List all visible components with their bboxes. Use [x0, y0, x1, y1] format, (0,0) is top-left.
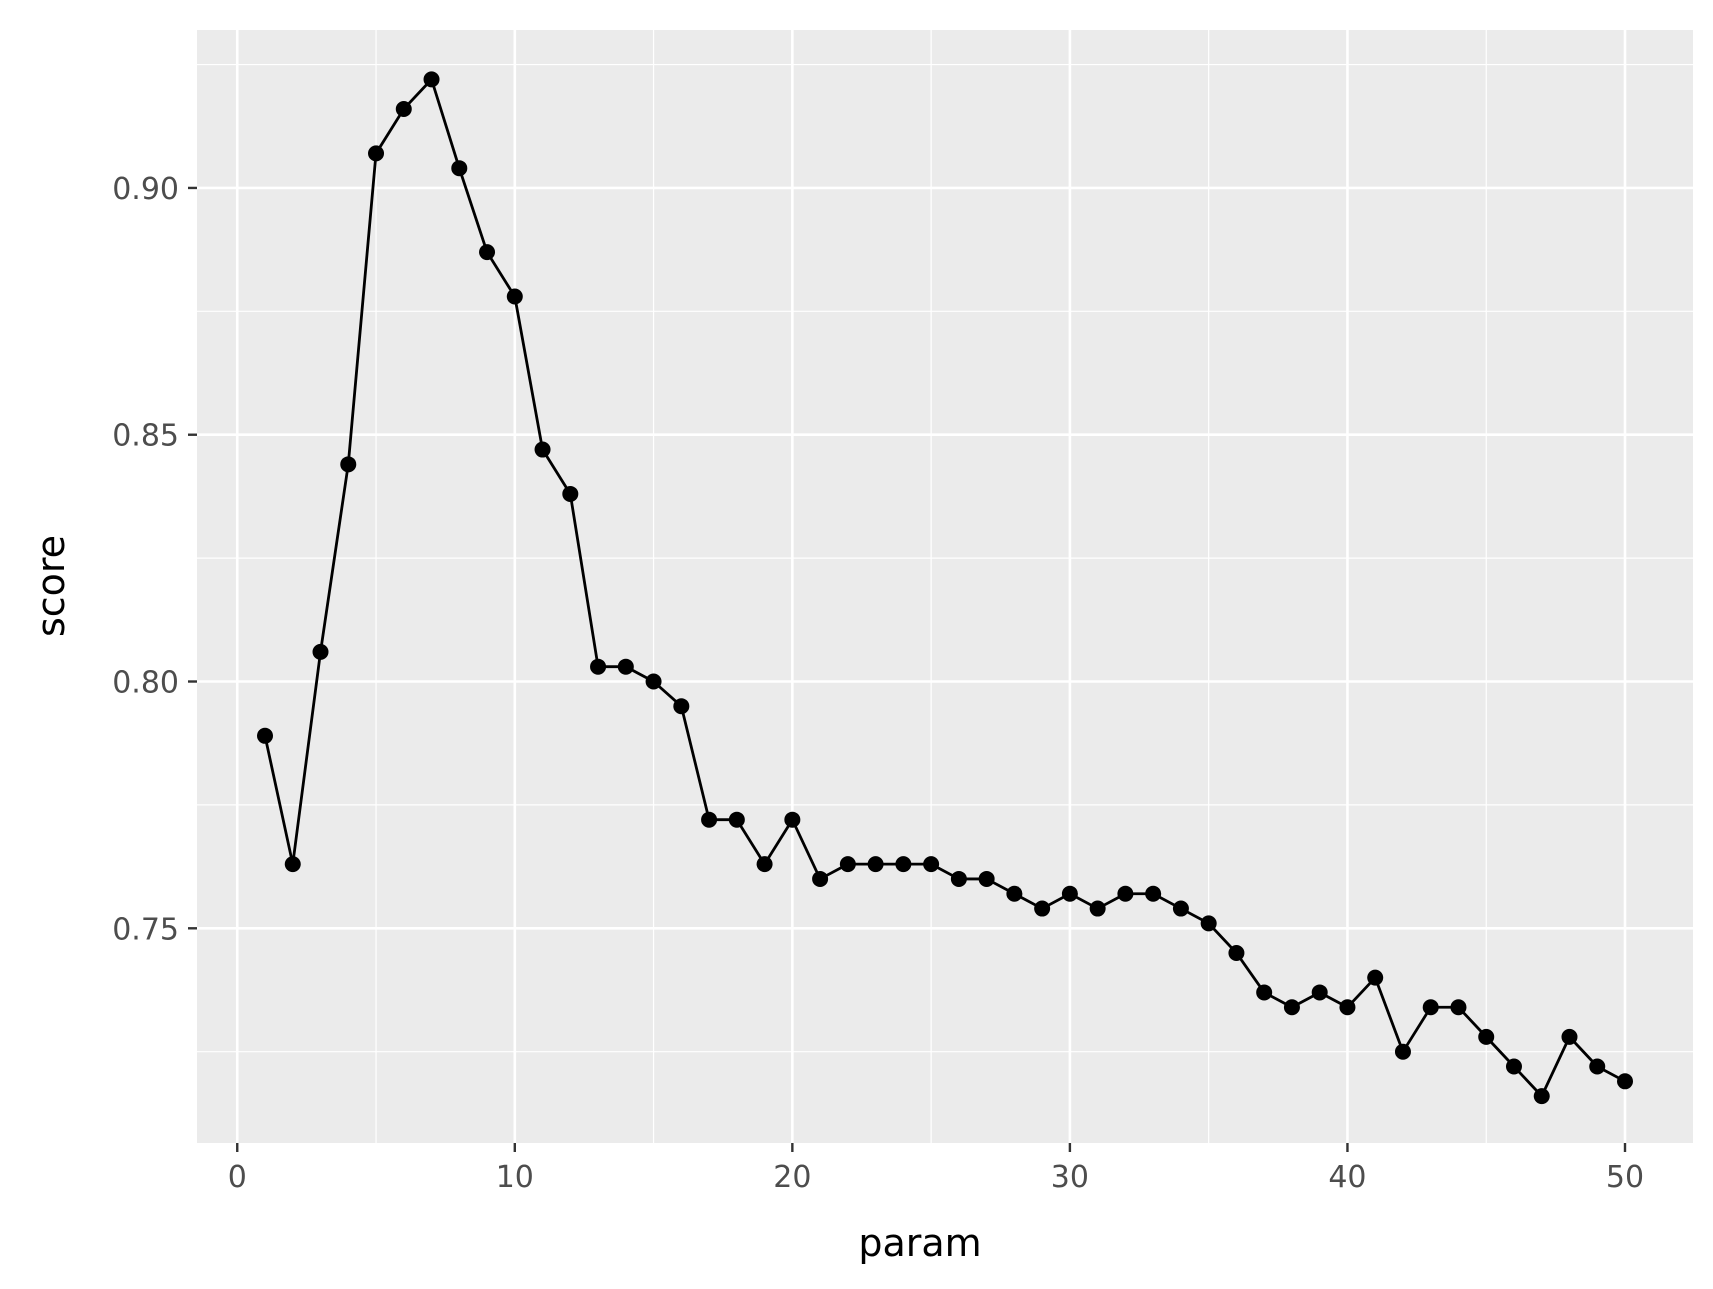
- data-point: [1200, 915, 1217, 932]
- y-axis-tick-labels: 0.75 0.80 0.85 0.90: [112, 172, 179, 947]
- data-point: [812, 870, 829, 887]
- data-point: [1367, 969, 1384, 986]
- data-point: [451, 160, 468, 177]
- data-point: [506, 288, 523, 305]
- data-point: [1422, 999, 1439, 1016]
- data-point: [701, 811, 718, 828]
- x-tick-label: 50: [1606, 1160, 1644, 1195]
- data-point: [534, 441, 551, 458]
- data-point: [479, 244, 496, 261]
- data-point: [1145, 885, 1162, 902]
- major-gridlines: [197, 30, 1693, 1143]
- data-point: [1589, 1058, 1606, 1075]
- data-point: [590, 658, 607, 675]
- data-point: [839, 856, 856, 873]
- data-point: [1061, 885, 1078, 902]
- x-tick-label: 0: [228, 1160, 247, 1195]
- axis-ticks: [188, 186, 1627, 1152]
- data-point: [368, 145, 385, 162]
- data-point: [1311, 984, 1328, 1001]
- x-axis-title: param: [858, 1221, 981, 1265]
- minor-gridlines: [197, 30, 1693, 1143]
- data-point: [1478, 1028, 1495, 1045]
- data-point: [1006, 885, 1023, 902]
- data-point: [1505, 1058, 1522, 1075]
- data-series: [257, 71, 1633, 1105]
- data-point: [1089, 900, 1106, 917]
- y-tick-label: 0.85: [112, 419, 179, 454]
- x-axis-tick-labels: 0 10 20 30 40 50: [228, 1160, 1644, 1195]
- y-axis-title: score: [29, 535, 73, 637]
- data-point: [673, 698, 690, 715]
- data-point: [756, 856, 773, 873]
- data-point: [1394, 1043, 1411, 1060]
- data-point: [1450, 999, 1467, 1016]
- data-point: [895, 856, 912, 873]
- data-point: [867, 856, 884, 873]
- y-tick-label: 0.75: [112, 912, 179, 947]
- data-point: [1339, 999, 1356, 1016]
- data-point: [395, 100, 412, 117]
- data-point: [423, 71, 440, 88]
- data-point: [1533, 1088, 1550, 1105]
- data-point: [784, 811, 801, 828]
- data-point: [1172, 900, 1189, 917]
- data-point: [1117, 885, 1134, 902]
- data-point: [645, 673, 662, 690]
- data-point: [312, 643, 329, 660]
- series-line: [263, 77, 1626, 1098]
- data-point: [617, 658, 634, 675]
- data-point: [923, 856, 940, 873]
- x-tick-label: 40: [1328, 1160, 1366, 1195]
- data-point: [562, 485, 579, 502]
- data-point: [1561, 1028, 1578, 1045]
- data-point: [728, 811, 745, 828]
- data-point: [340, 456, 357, 473]
- data-point: [1034, 900, 1051, 917]
- data-point: [1228, 944, 1245, 961]
- x-tick-label: 20: [773, 1160, 811, 1195]
- data-point: [1283, 999, 1300, 1016]
- data-point: [978, 870, 995, 887]
- data-point: [1617, 1073, 1633, 1090]
- x-tick-label: 10: [496, 1160, 534, 1195]
- y-tick-label: 0.80: [112, 666, 179, 701]
- data-point: [284, 856, 301, 873]
- y-tick-label: 0.90: [112, 172, 179, 207]
- panel-background: [197, 30, 1693, 1143]
- data-point: [950, 870, 967, 887]
- data-point: [257, 727, 273, 744]
- data-point: [1256, 984, 1273, 1001]
- x-tick-label: 30: [1051, 1160, 1089, 1195]
